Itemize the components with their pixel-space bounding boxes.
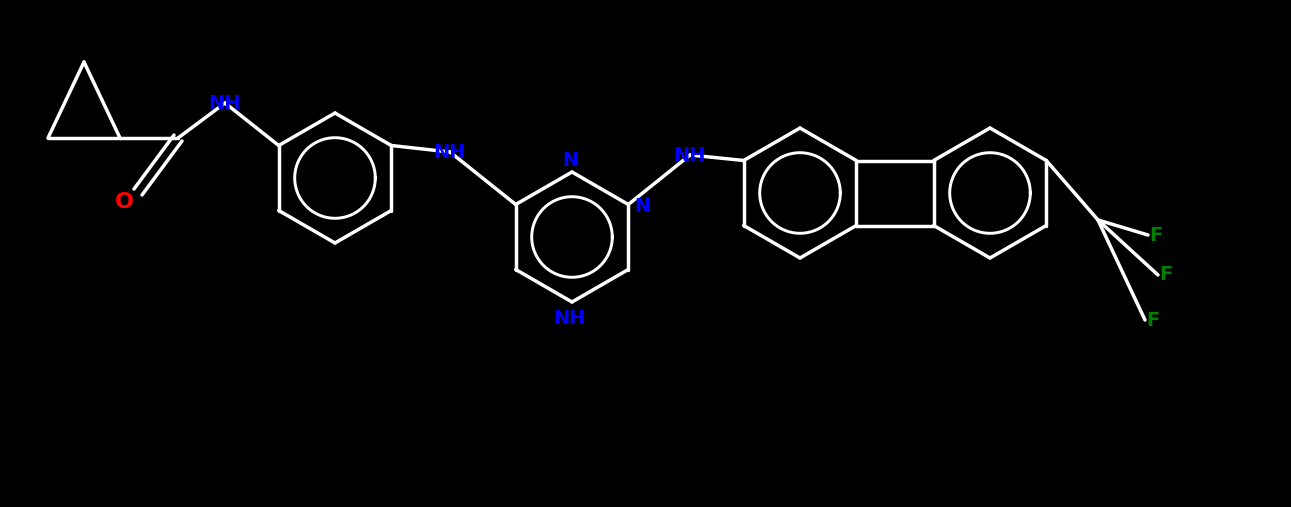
Text: F: F xyxy=(1159,266,1172,284)
Text: NH: NH xyxy=(554,308,586,328)
Text: F: F xyxy=(1149,226,1163,244)
Text: NH: NH xyxy=(209,93,241,113)
Text: NH: NH xyxy=(674,146,706,164)
Text: N: N xyxy=(562,151,578,169)
Text: O: O xyxy=(115,192,133,212)
Text: N: N xyxy=(634,197,651,216)
Text: F: F xyxy=(1146,310,1159,330)
Text: NH: NH xyxy=(434,142,466,162)
